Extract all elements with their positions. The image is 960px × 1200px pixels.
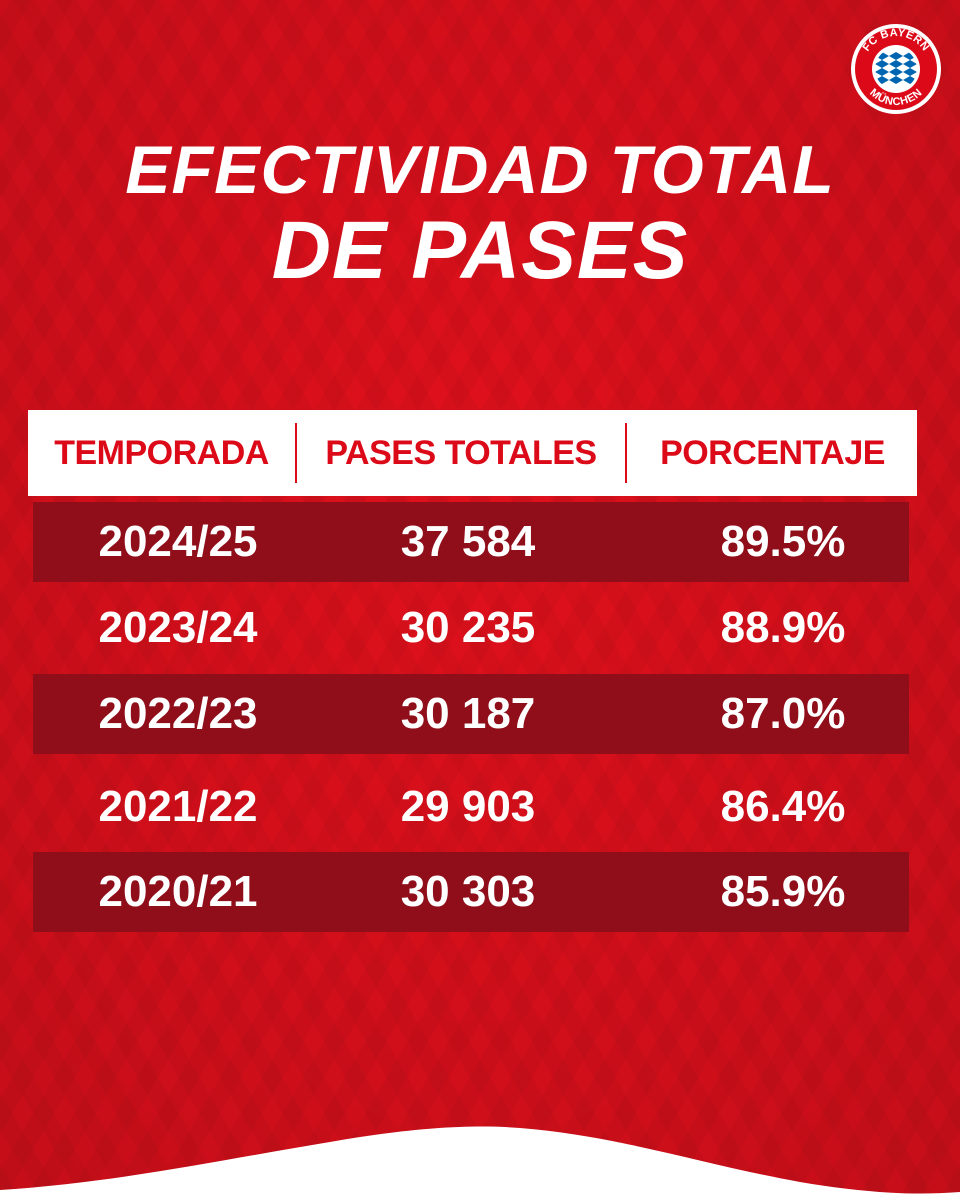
percent-cell: 86.4% bbox=[720, 782, 846, 831]
header-divider bbox=[625, 423, 627, 483]
percent-cell: 87.0% bbox=[720, 689, 846, 738]
season-cell: 2020/21 bbox=[98, 867, 258, 916]
title-line-1: EFECTIVIDAD TOTAL bbox=[125, 132, 835, 208]
header-divider bbox=[295, 423, 297, 483]
passes-cell: 30 303 bbox=[400, 867, 536, 916]
table-row: 2021/22 29 903 86.4% bbox=[33, 767, 909, 847]
passes-cell: 30 235 bbox=[400, 603, 536, 652]
header-percent: PORCENTAJE bbox=[660, 434, 885, 472]
percent-cell: 89.5% bbox=[720, 517, 846, 566]
passes-cell: 30 187 bbox=[400, 689, 536, 738]
passes-cell: 37 584 bbox=[400, 517, 536, 566]
season-cell: 2024/25 bbox=[98, 517, 258, 566]
season-cell: 2023/24 bbox=[98, 603, 258, 652]
season-cell: 2021/22 bbox=[98, 782, 258, 831]
table-row: 2023/24 30 235 88.9% bbox=[33, 588, 909, 668]
fc-bayern-logo: FC BAYERN MÜNCHEN bbox=[851, 24, 941, 114]
table-row: 2024/25 37 584 89.5% bbox=[33, 502, 909, 582]
passes-cell: 29 903 bbox=[400, 782, 536, 831]
header-season: TEMPORADA bbox=[54, 434, 269, 472]
bottom-wave bbox=[0, 1126, 960, 1200]
table-row: 2020/21 30 303 85.9% bbox=[33, 852, 909, 932]
season-cell: 2022/23 bbox=[98, 689, 258, 738]
table-row: 2022/23 30 187 87.0% bbox=[33, 674, 909, 754]
percent-cell: 85.9% bbox=[720, 867, 846, 916]
header-passes: PASES TOTALES bbox=[325, 434, 597, 472]
table-header: TEMPORADA PASES TOTALES PORCENTAJE bbox=[28, 410, 917, 496]
percent-cell: 88.9% bbox=[720, 603, 846, 652]
title-line-2: DE PASES bbox=[271, 205, 689, 296]
